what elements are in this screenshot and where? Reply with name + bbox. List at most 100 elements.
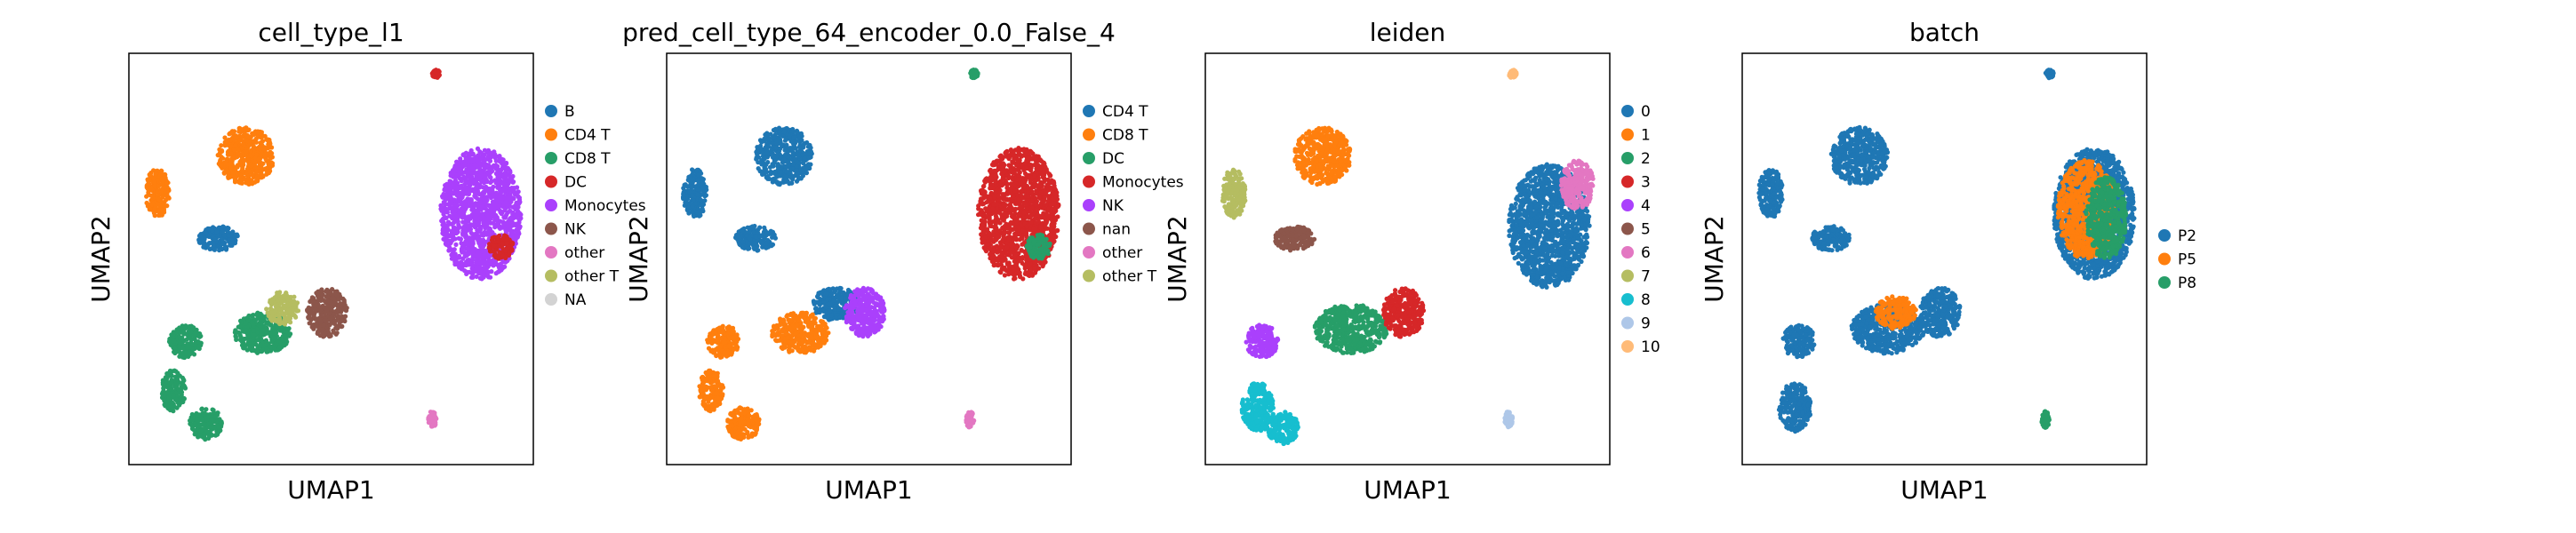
point: [798, 167, 804, 172]
point: [470, 241, 476, 246]
point: [205, 243, 211, 248]
point: [334, 292, 340, 298]
point: [196, 344, 202, 350]
point: [259, 348, 264, 354]
point: [449, 228, 454, 234]
point: [341, 298, 347, 303]
point: [440, 222, 445, 227]
cluster-CD4 T: [144, 168, 172, 219]
scatter-points: [144, 68, 524, 442]
point: [268, 163, 273, 168]
point: [181, 396, 187, 402]
point: [689, 178, 694, 183]
point: [220, 155, 225, 161]
point: [749, 224, 756, 229]
point: [840, 290, 846, 296]
point: [198, 333, 204, 338]
point: [757, 225, 763, 230]
point: [782, 152, 788, 157]
point: [253, 312, 259, 317]
point: [228, 162, 233, 167]
point: [153, 171, 158, 176]
point: [468, 274, 475, 280]
point: [259, 321, 264, 326]
point: [740, 239, 746, 244]
point: [472, 247, 478, 252]
point: [203, 229, 208, 235]
point: [259, 130, 264, 135]
point: [328, 333, 333, 338]
point: [343, 307, 348, 313]
point: [782, 138, 788, 143]
point: [504, 241, 509, 246]
point: [821, 314, 828, 320]
point: [476, 234, 483, 239]
point: [196, 339, 202, 345]
point: [690, 209, 695, 214]
point: [823, 304, 828, 310]
legend-marker: [545, 222, 557, 235]
point: [168, 403, 174, 409]
point: [254, 169, 260, 174]
point: [837, 306, 843, 312]
point: [473, 252, 478, 259]
point: [164, 186, 169, 191]
point: [473, 231, 478, 237]
point: [764, 241, 769, 246]
point: [263, 338, 268, 343]
chart-title: cell_type_l1: [258, 18, 404, 47]
point: [828, 313, 834, 318]
point: [180, 354, 186, 360]
point: [199, 235, 204, 240]
point: [510, 242, 516, 247]
point: [700, 202, 707, 207]
point: [500, 195, 505, 201]
x-axis-label: UMAP1: [287, 475, 375, 505]
point: [331, 312, 337, 317]
point: [162, 385, 167, 390]
point: [689, 184, 694, 189]
point: [215, 410, 220, 416]
point: [427, 419, 432, 425]
point: [228, 241, 234, 246]
point: [507, 250, 512, 255]
point: [244, 132, 250, 138]
point: [221, 170, 227, 175]
point: [506, 180, 511, 186]
point: [828, 308, 833, 314]
point: [492, 193, 498, 199]
point: [820, 308, 825, 314]
point: [700, 206, 705, 211]
point: [471, 202, 476, 207]
point: [782, 147, 788, 153]
point: [467, 236, 472, 242]
point: [775, 173, 781, 179]
point: [459, 248, 465, 253]
point: [272, 330, 277, 335]
point: [230, 229, 236, 235]
point: [330, 287, 335, 292]
legend-label: NA: [564, 291, 587, 309]
point: [226, 170, 231, 175]
point: [498, 168, 504, 173]
point: [493, 163, 499, 168]
point: [264, 330, 269, 336]
point: [161, 178, 166, 183]
point: [481, 220, 486, 226]
point: [695, 210, 700, 216]
legend-label: CD8 T: [564, 150, 611, 168]
point: [452, 236, 458, 242]
point: [324, 298, 330, 304]
point: [764, 162, 769, 167]
point: [497, 154, 502, 159]
point: [475, 158, 480, 163]
point: [225, 139, 230, 145]
legend-label: NK: [564, 221, 587, 239]
point: [487, 203, 492, 209]
point: [695, 187, 700, 192]
point: [834, 315, 839, 321]
point: [252, 155, 258, 161]
point: [468, 197, 474, 203]
point: [457, 159, 463, 164]
point: [286, 314, 292, 320]
